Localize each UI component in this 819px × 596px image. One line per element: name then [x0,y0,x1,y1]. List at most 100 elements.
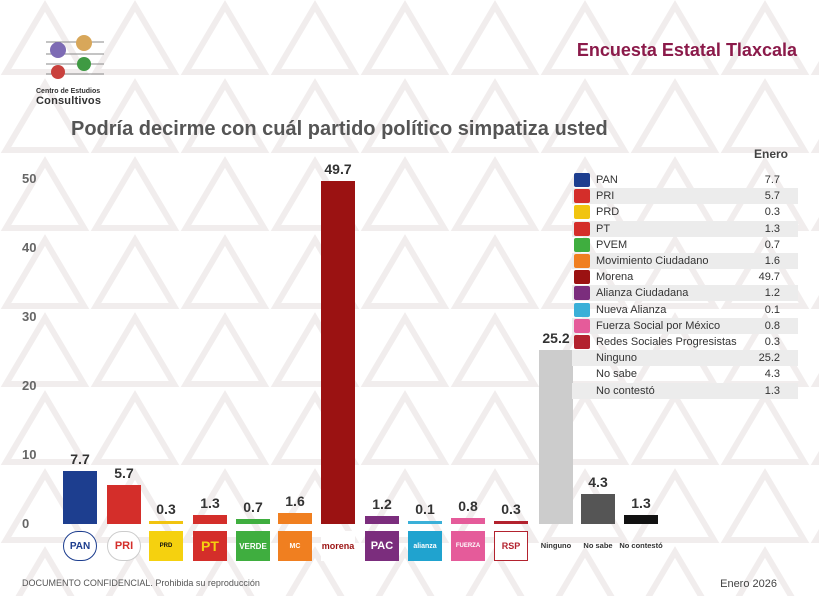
legend-value: 49.7 [758,271,780,284]
bar-pri [107,484,141,524]
category-text-label: No sabe [583,541,613,550]
chart-title: Podría decirme con cuál partido político… [71,118,608,140]
legend-value: 25.2 [758,352,780,365]
legend-row: PVEM 0.7 [572,237,798,253]
bar-ninguno [539,350,573,524]
category-text-label: No contestó [619,541,663,550]
bar-redes-sociales-progresistas [494,521,528,524]
y-tick-label: 50 [22,171,37,186]
bar-movimiento-ciudadano [278,512,312,524]
legend-party-icon [574,173,590,187]
legend-value: 0.8 [764,319,780,332]
bar-value-label: 1.2 [372,495,392,512]
party-logo-icon: RSP [494,531,528,561]
bar-alianza-ciudadana [365,515,399,524]
legend-name: No sabe [596,368,637,381]
bar-value-label: 4.3 [588,474,608,491]
legend-row: Movimiento Ciudadano 1.6 [572,253,798,269]
party-logo-icon: VERDE [236,531,270,561]
party-logo-icon: PRI [107,531,141,561]
bar-value-label: 0.3 [156,501,176,517]
legend-value: 0.7 [764,238,780,251]
legend-row: Nueva Alianza 0.1 [572,302,798,318]
bar-value-label: 0.8 [458,498,478,515]
legend-name: Morena [596,271,634,284]
party-logo-icon: morena [321,531,355,561]
bar-value-label: 7.7 [70,450,90,467]
legend-name: Redes Sociales Progresistas [596,336,737,348]
legend-party-icon [574,205,590,220]
legend-row: Fuerza Social por México 0.8 [572,317,798,334]
bar-value-label: 1.6 [285,492,305,509]
y-tick-label: 20 [22,378,37,393]
party-logo-icon: MC [278,531,312,561]
legend-row: Ninguno 25.2 [572,350,798,367]
party-logo-icon: PAC [365,531,399,561]
bar-prd [149,521,183,524]
legend-name: Movimiento Ciudadano [596,255,709,267]
legend-row: PRI 5.7 [572,188,798,205]
legend-party-icon [574,254,590,268]
legend-value: 1.6 [764,255,780,267]
legend-row: PAN 7.7 [572,172,798,188]
legend-name: Ninguno [596,352,637,365]
legend-value: 0.1 [764,303,780,316]
party-logo-icon: FUERZA [451,531,485,561]
footer-date: Enero 2026 [720,578,777,590]
legend-name: PVEM [596,238,628,251]
logo-text-line2: Consultivos [36,95,102,107]
legend-title: Enero [753,147,788,161]
y-tick-label: 10 [22,447,37,462]
bar-value-label: 25.2 [542,330,570,347]
y-tick-label: 30 [22,309,37,324]
bar-fuerza-social-por-m-xico [451,518,485,524]
legend-row: Morena 49.7 [572,269,798,285]
bar-value-label: 1.3 [200,495,220,512]
legend-value: 0.3 [764,336,780,348]
bar-value-label: 0.3 [501,501,521,517]
y-tick-label: 40 [22,240,37,255]
legend-party-icon [574,302,590,317]
legend-name: No contestó [596,384,655,397]
legend-name: PT [596,222,611,235]
legend-name: PRD [596,206,620,219]
bar-value-label: 0.1 [415,501,435,517]
legend-value: 1.2 [764,287,780,300]
bar-no-contest- [624,515,658,524]
legend-value: 4.3 [764,368,780,381]
bar-value-label: 5.7 [114,464,134,481]
party-logo-icon: PT [193,531,227,561]
legend-value: 1.3 [764,222,780,235]
bar-pvem [236,519,270,524]
party-logo-icon: PRD [149,531,183,561]
legend-party-icon [574,286,590,301]
logo-icon [46,35,104,79]
legend-row: No sabe 4.3 [572,366,798,382]
bar-value-label: 49.7 [324,161,352,178]
legend-name: PAN [596,174,618,186]
bar-pt [193,515,227,524]
legend-name: PRI [596,190,615,203]
legend-party-icon [574,335,590,349]
legend-name: Nueva Alianza [596,303,667,316]
legend-party-icon [574,221,590,236]
bar-value-label: 1.3 [631,495,651,512]
legend-value: 5.7 [764,190,780,203]
legend-party-icon [574,237,590,252]
legend-name: Alianza Ciudadana [596,287,689,300]
bar-value-label: 0.7 [243,499,263,516]
legend-value: 1.3 [764,384,780,397]
bar-pan [63,470,97,524]
party-logo-icon: alianza [408,531,442,561]
bar-no-sabe [581,494,615,524]
logo-text-line1: Centro de Estudios [36,88,101,95]
legend-value: 0.3 [764,206,780,219]
footer-confidential: DOCUMENTO CONFIDENCIAL. Prohibida su rep… [22,578,260,588]
legend-row: PT 1.3 [572,220,798,237]
legend-row: No contestó 1.3 [572,382,798,399]
category-text-label: Ninguno [540,541,572,550]
legend-row: PRD 0.3 [572,204,798,220]
bar-nueva-alianza [408,521,442,524]
legend-name: Fuerza Social por México [596,319,721,332]
